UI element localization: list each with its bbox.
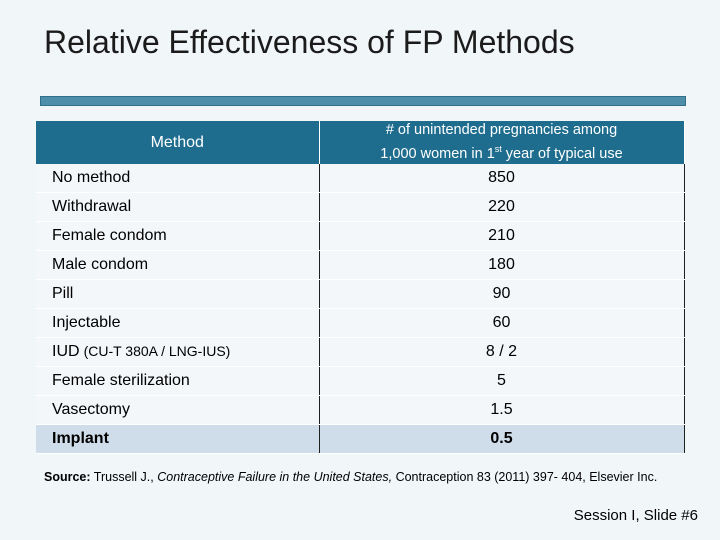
method-cell: Pill (36, 279, 320, 309)
source-authors: Trussell J., (90, 470, 158, 484)
value-cell: 8 / 2 (319, 337, 685, 367)
value-cell: 180 (319, 250, 685, 280)
method-cell: Withdrawal (36, 192, 320, 222)
method-cell: Injectable (36, 308, 320, 338)
source-details: Contraception 83 (2011) 397- 404, Elsevi… (392, 470, 658, 484)
value-cell: 850 (319, 164, 685, 193)
value-cell: 5 (319, 366, 685, 396)
source-label: Source: (44, 470, 91, 484)
slide-number: Session I, Slide #6 (573, 507, 698, 524)
table-row: Pill 90 (36, 279, 685, 309)
method-cell: Implant (36, 424, 320, 454)
header-pregnancies-line2-end: year of typical use (501, 145, 623, 162)
table-row: Female sterilization 5 (36, 366, 685, 396)
method-cell: Female sterilization (36, 366, 320, 396)
method-cell: IUD (CU-T 380A / LNG-IUS) (36, 337, 320, 367)
title-underline-bar (40, 96, 686, 106)
value-cell: 90 (319, 279, 685, 309)
method-subtitle: (CU-T 380A / LNG-IUS) (83, 343, 231, 359)
header-pregnancies: # of unintended pregnancies among 1,000 … (319, 121, 685, 164)
table-row: IUD (CU-T 380A / LNG-IUS) 8 / 2 (36, 337, 685, 367)
method-cell: No method (36, 164, 320, 193)
header-pregnancies-line1: # of unintended pregnancies among (385, 122, 618, 139)
value-cell: 1.5 (319, 395, 685, 425)
value-cell: 60 (319, 308, 685, 338)
value-cell: 210 (319, 221, 685, 251)
method-cell: Vasectomy (36, 395, 320, 425)
method-cell: Female condom (36, 221, 320, 251)
table-row-highlighted: Implant 0.5 (36, 424, 685, 454)
table-row: Vasectomy 1.5 (36, 395, 685, 425)
header-superscript: st (494, 144, 502, 155)
value-cell: 0.5 (319, 424, 685, 454)
table-row: Injectable 60 (36, 308, 685, 338)
source-work-title: Contraceptive Failure in the United Stat… (157, 470, 393, 484)
method-name: IUD (52, 343, 80, 360)
slide-title: Relative Effectiveness of FP Methods (44, 24, 575, 60)
table-header-row: Method # of unintended pregnancies among… (36, 121, 685, 164)
table-row: No method 850 (36, 164, 685, 193)
table-row: Male condom 180 (36, 250, 685, 280)
method-cell: Male condom (36, 250, 320, 280)
source-citation: Source: Trussell J., Contraceptive Failu… (44, 469, 684, 485)
effectiveness-table: Method # of unintended pregnancies among… (36, 121, 685, 454)
value-cell: 220 (319, 192, 685, 222)
table-row: Withdrawal 220 (36, 192, 685, 222)
header-pregnancies-line2: 1,000 women in 1 (380, 145, 495, 162)
header-method: Method (36, 121, 320, 164)
table-row: Female condom 210 (36, 221, 685, 251)
